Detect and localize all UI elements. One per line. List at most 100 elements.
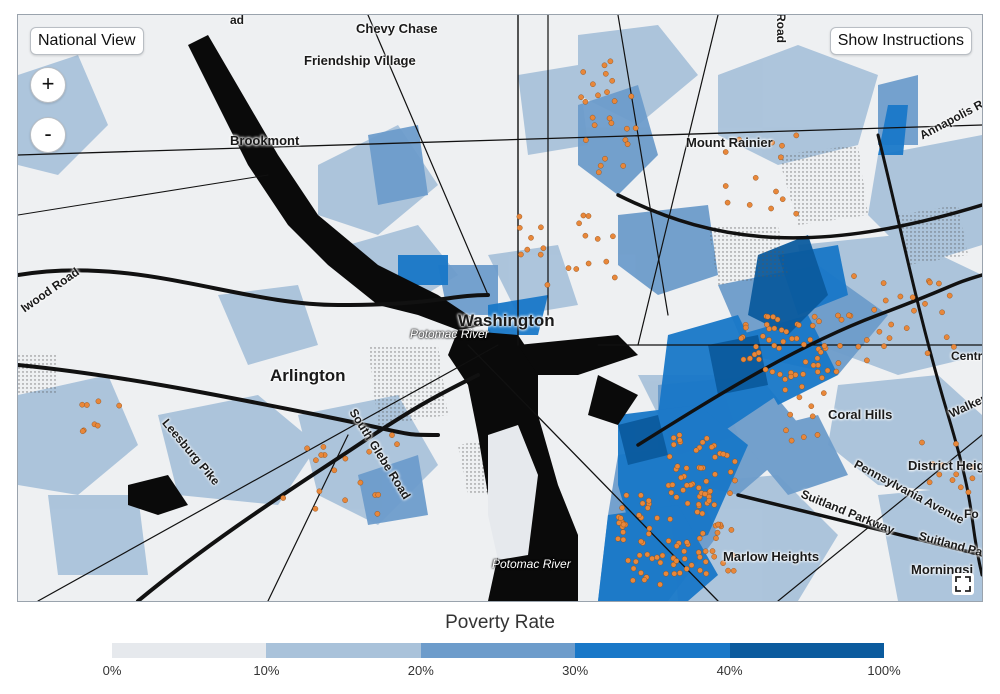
tract-point (722, 183, 729, 189)
tract-point (730, 568, 737, 574)
tract-point (280, 495, 287, 501)
tract-point (911, 307, 917, 314)
tract-point (788, 437, 795, 444)
tract-point (304, 445, 310, 452)
tract-point (703, 559, 709, 565)
tract-point (802, 359, 809, 365)
tract-point (782, 376, 788, 383)
tract-point (738, 335, 745, 342)
tract-point (700, 530, 706, 537)
tract-point (789, 335, 795, 342)
tract-point (760, 333, 766, 340)
tract-point (949, 477, 956, 483)
label-chevy-chase: Chevy Chase (356, 21, 438, 36)
tract-point (720, 560, 726, 566)
tract-point (969, 475, 976, 482)
tract-point (698, 465, 704, 471)
tract-point (769, 368, 776, 375)
label-brookmont: Brookmont (230, 133, 300, 148)
tract-point (814, 355, 821, 362)
tract-point (623, 492, 630, 499)
tract-point (816, 318, 822, 325)
tract-point (683, 465, 690, 471)
tract-point (646, 531, 652, 537)
label-ad-top: ad (230, 14, 245, 27)
tract-point (768, 205, 774, 212)
tract-point (389, 432, 395, 438)
tract-point (773, 188, 779, 195)
tract-point (927, 279, 933, 286)
tract-point (544, 282, 551, 288)
tract-point (725, 567, 731, 574)
tract-point (746, 202, 753, 208)
legend-segment-0 (112, 643, 267, 658)
tract-points-layer (79, 58, 976, 588)
tract-point (838, 316, 845, 323)
tract-point (582, 232, 589, 239)
tract-point (727, 490, 733, 497)
tract-point (94, 422, 101, 429)
tract-point (537, 251, 544, 258)
tract-point (953, 471, 960, 478)
tract-point (644, 551, 651, 558)
label-washington: Washington (458, 311, 555, 330)
legend-tick-label: 30% (562, 663, 589, 678)
tract-point (724, 199, 731, 206)
tract-point (638, 538, 644, 545)
tract-point (596, 169, 602, 176)
tract-point (683, 566, 690, 572)
tract-point (770, 314, 776, 320)
map-canvas[interactable]: Chevy Chase Friendship Village Brookmont… (17, 14, 983, 602)
national-view-button[interactable]: National View (30, 27, 144, 55)
tract-point (769, 139, 775, 146)
tract-point (540, 245, 547, 251)
tract-point (609, 78, 616, 84)
tract-point (730, 552, 736, 559)
tract-point (864, 337, 870, 343)
tract-point (833, 368, 840, 375)
tract-point (809, 413, 816, 420)
tract-point (654, 515, 660, 521)
legend-color-bar (112, 643, 885, 658)
tract-point (788, 373, 794, 380)
label-centre: Centr (951, 349, 983, 363)
tract-point (602, 155, 608, 162)
tract-point (366, 448, 373, 455)
tract-point (819, 374, 825, 381)
tract-point (706, 497, 712, 504)
tract-point (677, 570, 683, 576)
tract-point (809, 322, 816, 329)
tract-point (594, 236, 601, 242)
tract-point (793, 335, 800, 342)
tract-point (657, 581, 663, 588)
tract-point (796, 322, 802, 328)
tract-point (779, 142, 785, 149)
tract-point (766, 337, 772, 343)
tract-point (782, 387, 789, 393)
tract-point (708, 444, 715, 450)
tract-point (611, 98, 618, 104)
tract-point (646, 497, 652, 504)
tract-point (736, 136, 743, 143)
tract-point (632, 125, 639, 131)
tract-point (684, 539, 690, 546)
tract-point (673, 558, 680, 564)
zoom-out-button[interactable]: - (30, 117, 66, 153)
tract-point (313, 457, 319, 464)
tract-point (618, 515, 624, 521)
zoom-in-button[interactable]: + (30, 67, 66, 103)
tract-point (783, 427, 789, 434)
tract-point (79, 428, 86, 435)
tract-point (755, 349, 762, 356)
tract-point (740, 356, 747, 363)
tract-point (79, 401, 85, 408)
tract-point (821, 390, 827, 396)
label-road-top: Road (774, 14, 788, 43)
show-instructions-button[interactable]: Show Instructions (829, 27, 972, 55)
tract-point (818, 349, 824, 356)
tract-point (835, 312, 841, 319)
fullscreen-icon[interactable] (952, 573, 974, 595)
tract-point (711, 501, 718, 508)
tract-point (681, 556, 688, 562)
tract-point (342, 455, 349, 462)
